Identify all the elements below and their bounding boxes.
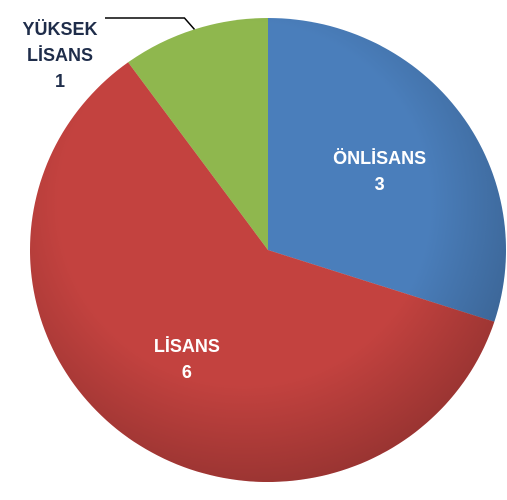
label-name: ÖNLİSANS xyxy=(333,147,427,168)
label-name: LİSANS xyxy=(153,335,220,356)
slice-label: LİSANS 6 xyxy=(122,333,252,385)
leader-line xyxy=(105,17,196,30)
label-name: YÜKSEK LİSANS xyxy=(22,19,98,65)
label-value: 6 xyxy=(181,361,192,382)
slice-label: ÖNLİSANS 3 xyxy=(315,145,445,197)
slice-label: YÜKSEK LİSANS 1 xyxy=(10,16,110,94)
label-value: 3 xyxy=(374,173,385,194)
label-value: 1 xyxy=(54,71,65,91)
